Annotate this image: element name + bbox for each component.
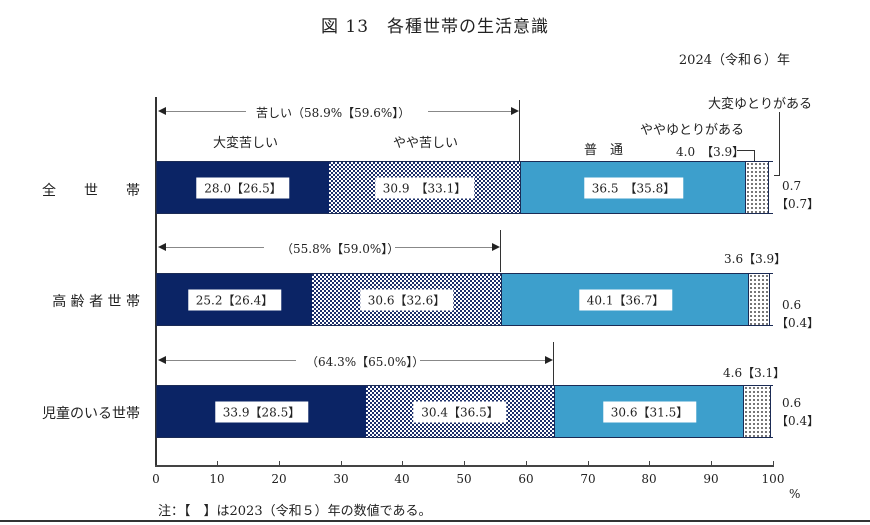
span-end-line [553,342,554,385]
x-tick [217,461,218,466]
legend-very-comfortable: 大変ゆとりがある [708,97,813,112]
span-label: （64.3%【65.0%】） [306,355,425,369]
value-label-very-comfortable: 0.6 [782,396,802,410]
value-label: 30.6【32.6】 [359,289,454,310]
x-tick-label: 80 [641,472,657,486]
x-tick [773,461,774,466]
value-label: 25.2【26.4】 [187,289,282,310]
segment-very-comfortable [770,386,775,437]
span-end-line [500,230,501,272]
row-label-households-with-children: 児童のいる世帯 [42,406,140,422]
span-line [166,360,296,361]
arrow-left-icon [158,107,166,115]
leader-line [754,150,755,161]
span-end-line [519,100,520,161]
value-label-very-comfortable-2023: 【0.7】 [776,197,820,211]
x-tick [402,461,403,466]
segment-very-comfortable [769,274,774,325]
value-label: 30.6【31.5】 [602,401,697,422]
segment-very-hard: 33.9【28.5】 [157,386,366,437]
span-line [166,247,264,248]
value-label-very-comfortable: 0.6 [782,298,802,312]
row-label-elderly-households: 高 齢 者 世 帯 [52,294,140,310]
value-label: 28.0【26.5】 [196,177,290,198]
value-label: 36.5 【35.8】 [583,177,684,198]
bar-households-with-children: 33.9【28.5】 30.4【36.5】 30.6【31.5】 [156,385,775,438]
segment-somewhat-comfortable [743,386,771,437]
row-label-all-households: 全 世 帯 [42,183,140,199]
segment-normal: 30.6【31.5】 [554,386,744,437]
x-tick-label: 60 [518,472,534,486]
x-tick-label: 70 [580,472,596,486]
value-label-somewhat-comfortable: 4.6【3.1】 [723,366,786,380]
span-label: 苦しい（58.9%【59.6%】） [256,106,411,120]
value-label: 30.9 【33.1】 [374,177,475,198]
x-tick-label: 40 [394,472,410,486]
value-label-very-comfortable: 0.7 [782,179,802,193]
segment-somewhat-hard: 30.4【36.5】 [366,386,554,437]
x-tick [588,461,589,466]
x-tick-label: 50 [456,472,472,486]
x-tick-label: 30 [333,472,349,486]
segment-somewhat-comfortable [748,274,770,325]
x-tick [279,461,280,466]
legend-very-hard: 大変苦しい [213,136,279,151]
bar-all-households: 28.0【26.5】 30.9 【33.1】 36.5 【35.8】 [156,161,774,214]
segment-normal: 40.1【36.7】 [501,274,749,325]
value-label: 33.9【28.5】 [214,401,309,422]
arrow-right-icon [545,356,553,364]
value-label: 40.1【36.7】 [578,289,673,310]
segment-very-comfortable [768,162,774,213]
legend-somewhat-comfortable: ややゆとりがある [640,123,745,138]
x-tick [464,461,465,466]
legend-somewhat-hard: やや苦しい [393,136,459,151]
arrow-right-icon [492,243,500,251]
segment-very-hard: 25.2【26.4】 [157,274,312,325]
footnote: 注：【 】は2023（令和５）年の数値である。 [158,504,432,519]
span-line [395,247,492,248]
chart-title: 図 13 各種世帯の生活意識 [320,17,550,37]
bar-elderly-households: 25.2【26.4】 30.6【32.6】 40.1【36.7】 [156,273,774,326]
segment-somewhat-hard: 30.6【32.6】 [312,274,501,325]
bottom-rule [0,520,870,522]
x-tick-label: 90 [703,472,719,486]
x-axis-line [155,465,774,467]
x-tick [649,461,650,466]
segment-normal: 36.5 【35.8】 [520,162,746,213]
x-tick-label: 0 [152,472,160,486]
x-tick [341,461,342,466]
leader-line [737,150,754,151]
leader-line [779,112,780,175]
legend-normal: 普 通 [584,143,624,158]
x-tick [526,461,527,466]
arrow-left-icon [158,243,166,251]
x-tick-label: 20 [271,472,287,486]
value-label-somewhat-comfortable: 3.6【3.9】 [724,252,787,266]
x-tick-label: 10 [209,472,225,486]
value-label: 30.4【36.5】 [413,401,507,422]
span-label: （55.8%【59.0%】） [281,242,400,256]
value-label-very-comfortable-2023: 【0.4】 [776,316,820,330]
x-tick [711,461,712,466]
span-line [428,111,511,112]
year-label: 2024（令和６）年 [678,53,790,68]
span-line [420,360,545,361]
span-line [166,111,246,112]
segment-somewhat-comfortable [745,162,769,213]
segment-very-hard: 28.0【26.5】 [157,162,329,213]
arrow-left-icon [158,356,166,364]
segment-somewhat-hard: 30.9 【33.1】 [329,162,520,213]
value-label-very-comfortable-2023: 【0.4】 [776,414,820,428]
arrow-right-icon [511,107,519,115]
value-label-somewhat-comfortable: 4.0 【3.9】 [676,145,745,159]
leader-line [773,175,780,176]
x-tick-label: 100 [761,472,785,486]
x-axis-unit: % [789,487,801,501]
